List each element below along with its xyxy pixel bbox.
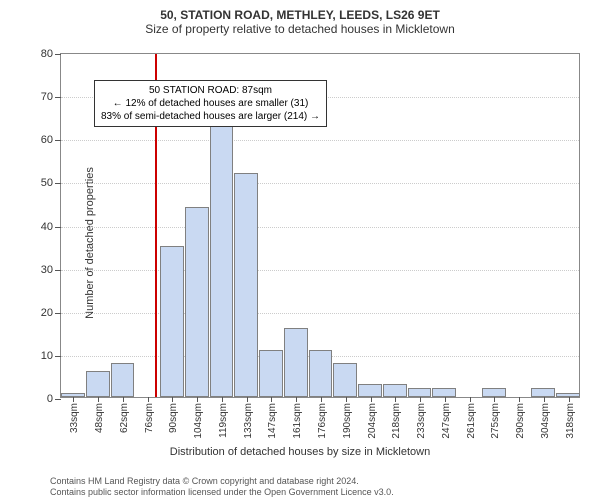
y-tick-label: 50 <box>41 177 53 189</box>
x-tick <box>222 397 223 402</box>
histogram-bar <box>234 173 258 397</box>
footer-line-2: Contains public sector information licen… <box>50 487 394 498</box>
gridline <box>61 313 579 314</box>
gridline <box>61 227 579 228</box>
x-tick-label: 90sqm <box>168 403 179 433</box>
y-tick-label: 70 <box>41 91 53 103</box>
x-tick-label: 275sqm <box>490 403 501 439</box>
x-tick-label: 290sqm <box>515 403 526 439</box>
y-tick <box>55 227 61 228</box>
x-tick-label: 161sqm <box>292 403 303 439</box>
plot-area: 0102030405060708033sqm48sqm62sqm76sqm90s… <box>60 53 580 398</box>
footer-line-1: Contains HM Land Registry data © Crown c… <box>50 476 394 487</box>
y-tick <box>55 313 61 314</box>
y-tick <box>55 356 61 357</box>
x-tick-label: 119sqm <box>218 403 229 438</box>
x-tick <box>371 397 372 402</box>
y-tick-label: 10 <box>41 350 53 362</box>
y-tick-label: 60 <box>41 134 53 146</box>
x-tick-label: 190sqm <box>342 403 353 439</box>
y-tick <box>55 270 61 271</box>
x-tick-label: 247sqm <box>441 403 452 439</box>
x-tick-label: 318sqm <box>565 403 576 439</box>
x-tick <box>470 397 471 402</box>
x-tick-label: 176sqm <box>317 403 328 439</box>
y-tick <box>55 399 61 400</box>
y-tick <box>55 183 61 184</box>
x-tick <box>271 397 272 402</box>
histogram-bar <box>185 207 209 397</box>
gridline <box>61 140 579 141</box>
x-tick <box>544 397 545 402</box>
histogram-bar <box>86 371 110 397</box>
x-tick <box>321 397 322 402</box>
histogram-bar <box>333 363 357 398</box>
annotation-line: ← 12% of detached houses are smaller (31… <box>101 97 320 110</box>
x-tick-label: 147sqm <box>267 403 278 439</box>
x-tick-label: 233sqm <box>416 403 427 439</box>
y-tick-label: 80 <box>41 48 53 60</box>
x-tick-label: 76sqm <box>144 403 155 433</box>
x-tick <box>296 397 297 402</box>
y-tick-label: 40 <box>41 221 53 233</box>
x-axis-label: Distribution of detached houses by size … <box>0 446 600 458</box>
x-tick <box>73 397 74 402</box>
chart-subtitle: Size of property relative to detached ho… <box>0 22 600 36</box>
x-tick <box>172 397 173 402</box>
histogram-bar <box>160 246 184 397</box>
y-tick <box>55 54 61 55</box>
x-tick-label: 133sqm <box>243 403 254 439</box>
histogram-bar <box>309 350 333 397</box>
x-tick-label: 48sqm <box>94 403 105 433</box>
histogram-bar <box>259 350 283 397</box>
x-tick <box>395 397 396 402</box>
x-tick <box>197 397 198 402</box>
y-tick-label: 0 <box>47 393 53 405</box>
footer: Contains HM Land Registry data © Crown c… <box>50 476 394 498</box>
histogram-bar <box>408 388 432 397</box>
x-tick-label: 62sqm <box>119 403 130 433</box>
x-tick <box>148 397 149 402</box>
x-tick <box>346 397 347 402</box>
gridline <box>61 270 579 271</box>
histogram-bar <box>284 328 308 397</box>
histogram-bar <box>432 388 456 397</box>
x-tick-label: 261sqm <box>466 403 477 439</box>
x-tick <box>247 397 248 402</box>
y-tick-label: 30 <box>41 264 53 276</box>
x-tick <box>98 397 99 402</box>
histogram-bar <box>358 384 382 397</box>
gridline <box>61 183 579 184</box>
chart-title: 50, STATION ROAD, METHLEY, LEEDS, LS26 9… <box>0 8 600 22</box>
x-tick <box>494 397 495 402</box>
x-tick-label: 218sqm <box>391 403 402 439</box>
annotation-line: 83% of semi-detached houses are larger (… <box>101 110 320 123</box>
histogram-bar <box>482 388 506 397</box>
x-tick-label: 104sqm <box>193 403 204 439</box>
y-tick <box>55 97 61 98</box>
x-tick <box>445 397 446 402</box>
chart-container: 50, STATION ROAD, METHLEY, LEEDS, LS26 9… <box>0 8 600 478</box>
histogram-bar <box>531 388 555 397</box>
x-tick <box>569 397 570 402</box>
x-tick-label: 33sqm <box>69 403 80 433</box>
x-tick <box>123 397 124 402</box>
x-tick-label: 204sqm <box>367 403 378 439</box>
x-tick <box>519 397 520 402</box>
histogram-bar <box>383 384 407 397</box>
y-tick-label: 20 <box>41 307 53 319</box>
annotation-line: 50 STATION ROAD: 87sqm <box>101 84 320 97</box>
y-tick <box>55 140 61 141</box>
histogram-bar <box>111 363 135 398</box>
histogram-bar <box>210 125 234 397</box>
annotation-box: 50 STATION ROAD: 87sqm← 12% of detached … <box>94 80 327 127</box>
x-tick <box>420 397 421 402</box>
x-tick-label: 304sqm <box>540 403 551 439</box>
